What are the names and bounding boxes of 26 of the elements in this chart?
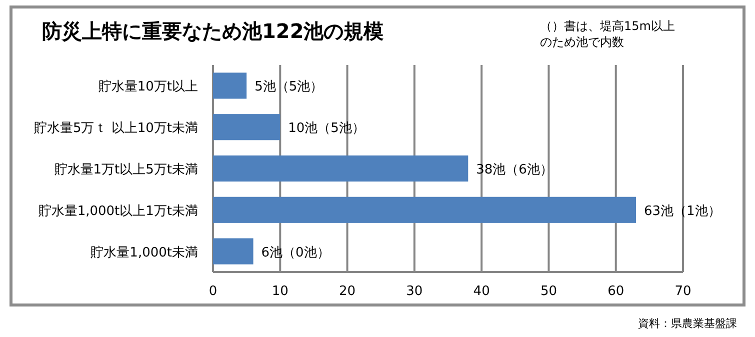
data-label: 5池（5池） [254,80,324,95]
y-tick-label: 貯水量1,000t未満 [90,245,198,260]
chart-title: 防災上特に重要なため池122池の規模 [42,19,384,43]
data-label: 6池（0池） [261,245,330,260]
text: （）書は、堤高15m以上のため池で内数 [540,18,676,50]
y-tick-label: 貯水量1万t以上5万t未満 [54,162,198,178]
bar [213,238,254,264]
data-label: 63池（1池） [644,204,721,219]
y-tick-label: 貯水量10万t以上 [98,80,198,95]
text: 資料：県農業基盤課 [638,316,737,332]
data-label: 38池（6池） [476,162,553,178]
bar [213,196,636,223]
x-tick-label: 20 [339,284,356,299]
bar [213,155,468,182]
x-tick-label: 10 [272,284,288,299]
bar [213,114,280,140]
y-tick-label: 貯水量1,000t以上1万t未満 [38,204,198,219]
x-tick-label: 70 [674,284,692,299]
y-tick-label: 貯水量5万ｔ 以上10万t未満 [34,121,198,136]
x-tick-label: 30 [406,284,423,299]
x-tick-label: 40 [473,284,490,299]
bar [213,72,247,99]
x-tick-label: 60 [608,284,624,299]
data-label: 10池（5池） [288,121,365,136]
x-tick-label: 50 [540,284,557,299]
x-tick-label: 0 [208,284,218,299]
